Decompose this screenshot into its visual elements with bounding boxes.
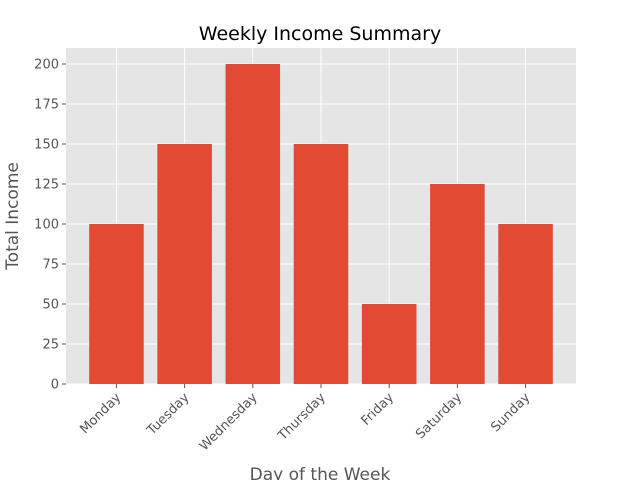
y-tick-label: 50: [42, 298, 59, 313]
x-tick-label: Wednesday: [197, 390, 261, 454]
y-tick-label: 25: [42, 338, 59, 353]
y-tick-label: 175: [34, 98, 59, 113]
x-tick-label: Sunday: [488, 390, 533, 435]
y-tick-label: 125: [34, 178, 59, 193]
bar-thursday: [293, 144, 349, 384]
bar-monday: [89, 224, 144, 384]
x-tick-label: Thursday: [275, 390, 329, 444]
x-tick-label: Monday: [77, 390, 124, 437]
chart-title: Weekly Income Summary: [199, 23, 441, 45]
y-tick-label: 0: [51, 378, 59, 393]
bar-friday: [361, 304, 417, 384]
bar-sunday: [498, 224, 553, 384]
x-axis-ticks: Monday Tuesday Wednesday Thursday Friday Satu…: [77, 384, 534, 454]
y-tick-label: 200: [34, 58, 59, 73]
bars: [89, 64, 553, 384]
bar-wednesday: [225, 64, 281, 384]
bar-saturday: [430, 184, 485, 384]
y-axis-label: Total Income: [3, 162, 23, 271]
x-axis-label: Day of the Week: [250, 465, 391, 480]
x-tick-label: Friday: [359, 390, 398, 429]
y-axis-ticks: 0 25 50 75 100 125 150 175 200: [34, 58, 66, 393]
y-tick-label: 75: [42, 258, 59, 273]
y-tick-label: 150: [34, 138, 59, 153]
x-tick-label: Tuesday: [144, 390, 193, 439]
bar-tuesday: [157, 144, 212, 384]
x-tick-label: Saturday: [413, 390, 465, 442]
y-tick-label: 100: [34, 218, 59, 233]
